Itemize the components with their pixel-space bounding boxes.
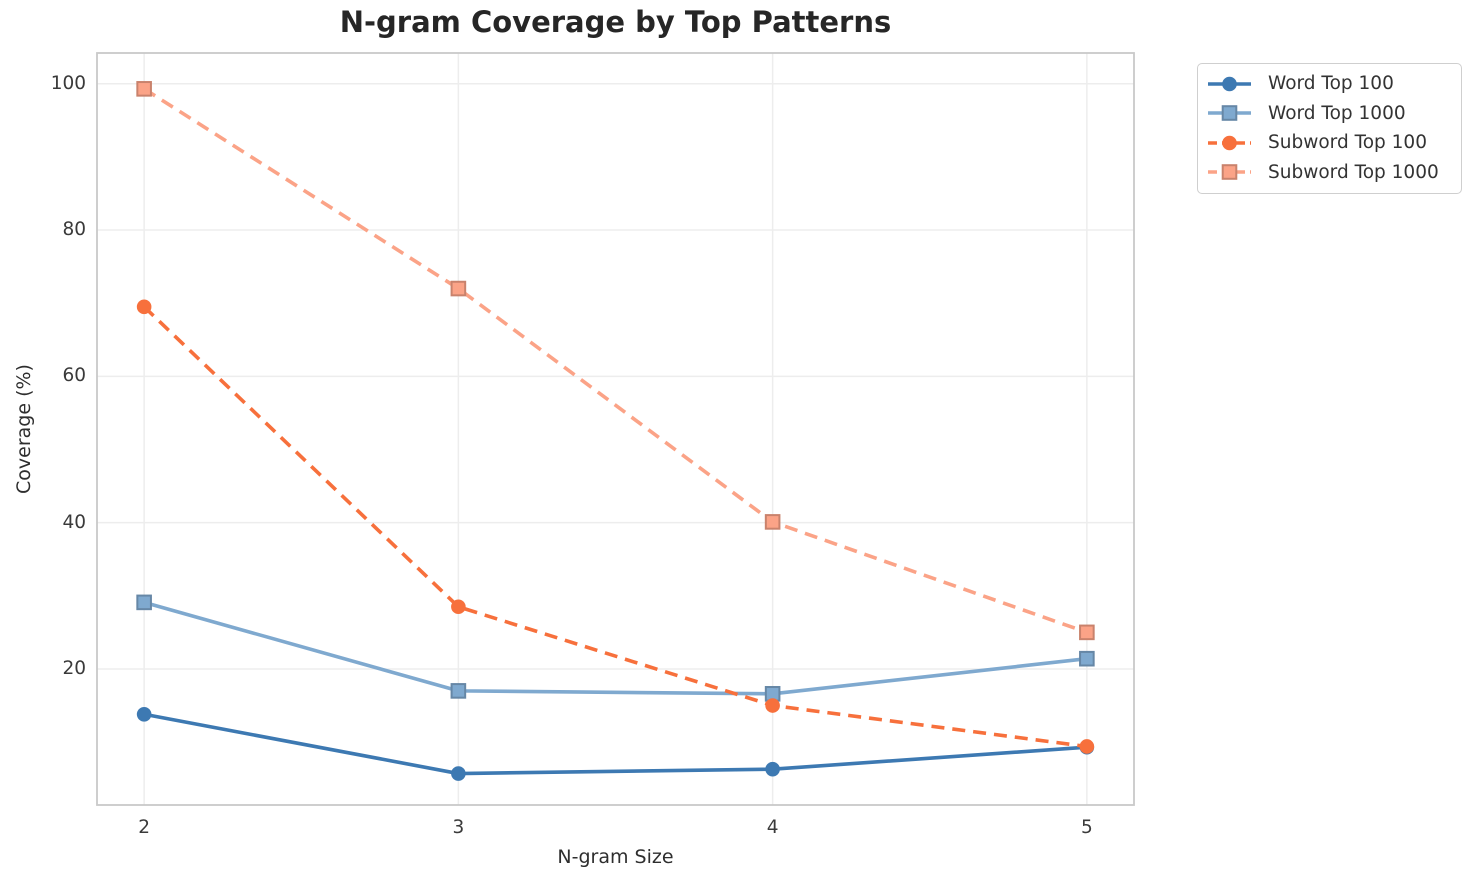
y-axis-label: Coverage (%): [13, 364, 35, 494]
legend: Word Top 100 Word Top 1000 Subword Top 100…: [1197, 63, 1462, 194]
x-tick-label: 5: [1080, 817, 1093, 838]
data-point-circle: [451, 766, 466, 781]
data-point-circle: [136, 299, 152, 315]
chart-title: N-gram Coverage by Top Patterns: [339, 5, 892, 39]
y-tick-label: 80: [62, 219, 86, 241]
data-point-square: [1079, 624, 1095, 641]
data-point-circle: [136, 706, 152, 722]
x-tick-label: 2: [138, 817, 151, 838]
series-line: [142, 305, 1088, 749]
series-line: [143, 87, 1088, 635]
y-tick-label: 60: [62, 365, 86, 387]
legend-label: Subword Top 100: [1268, 132, 1427, 154]
data-point-circle: [765, 698, 780, 713]
y-tick-label: 100: [50, 72, 86, 94]
legend-label: Subword Top 1000: [1268, 161, 1439, 183]
data-point-circle: [765, 761, 780, 777]
x-tick-label: 3: [452, 817, 465, 838]
y-tick-label: 40: [62, 511, 86, 533]
data-point-square: [764, 514, 781, 530]
data-point-circle: [1079, 739, 1095, 754]
legend-item: Subword Top 100: [1206, 128, 1453, 158]
square-marker-sample-icon: [1208, 105, 1251, 122]
data-point-circle: [451, 599, 466, 615]
data-point-square: [450, 683, 467, 699]
y-tick-label: 20: [62, 657, 86, 679]
x-tick-label: 4: [766, 817, 779, 838]
legend-label: Word Top 100: [1268, 73, 1394, 95]
legend-item: Word Top 100: [1206, 69, 1453, 99]
legend-item: Word Top 1000: [1206, 99, 1453, 129]
square-marker-sample-icon: [1208, 164, 1251, 181]
circle-marker-sample-icon: [1208, 76, 1251, 92]
data-point-square: [136, 594, 152, 611]
legend-label: Word Top 1000: [1268, 102, 1406, 124]
x-axis-label: N-gram Size: [557, 846, 674, 868]
series-line: [143, 712, 1087, 776]
series-line: [143, 600, 1088, 696]
circle-marker-sample-icon: [1208, 135, 1251, 151]
data-point-square: [136, 81, 152, 97]
legend-item: Subword Top 1000: [1206, 158, 1453, 188]
data-point-square: [1079, 650, 1095, 667]
plot-border: [96, 52, 1135, 806]
data-point-square: [450, 280, 467, 297]
